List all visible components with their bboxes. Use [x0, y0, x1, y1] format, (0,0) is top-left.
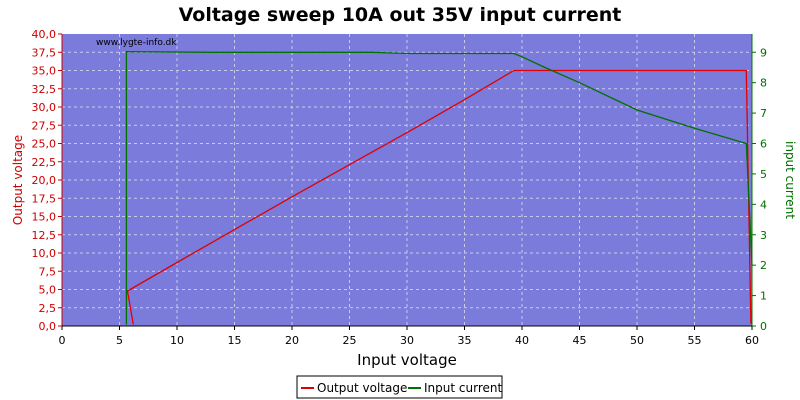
y-right-tick-label: 8: [760, 77, 767, 90]
x-tick-label: 10: [170, 334, 184, 347]
legend-box: [296, 375, 503, 399]
y-left-tick-label: 20,0: [32, 174, 57, 187]
y-left-tick-label: 27,5: [32, 119, 57, 132]
y-left-tick-label: 30,0: [32, 101, 57, 114]
series-line-output-voltage: [126, 69, 752, 325]
x-tick-label: 30: [400, 334, 414, 347]
legend-label-input-current: Input current: [424, 381, 502, 395]
y-right-tick-label: 4: [760, 198, 767, 211]
x-tick-label: 40: [515, 334, 529, 347]
y-right-tick-label: 5: [760, 168, 767, 181]
y-left-tick-label: 2,5: [39, 302, 57, 315]
x-tick-label: 45: [573, 334, 587, 347]
x-axis-title: Input voltage: [357, 351, 457, 369]
y-left-tick-label: 22,5: [32, 156, 57, 169]
grid-lines: [62, 34, 752, 326]
y-right-tick-label: 0: [760, 320, 767, 333]
x-tick-label: 20: [285, 334, 299, 347]
series-lines: [125, 50, 753, 325]
y-right-tick-label: 7: [760, 107, 767, 120]
x-tick-label: 35: [458, 334, 472, 347]
y-left-tick-label: 25,0: [32, 138, 57, 151]
x-tick-label: 5: [116, 334, 123, 347]
y-right-tick-label: 9: [760, 46, 767, 59]
legend: Output voltage Input current: [296, 375, 503, 399]
y-left-tick-label: 17,5: [32, 192, 57, 205]
y-right-tick-label: 3: [760, 229, 767, 242]
y-left-tick-label: 35,0: [32, 65, 57, 78]
y-left-tick-label: 5,0: [39, 284, 57, 297]
y-right-tick-label: 2: [760, 259, 767, 272]
y-left-tick-label: 37,5: [32, 46, 57, 59]
y-left-tick-label: 10,0: [32, 247, 57, 260]
x-tick-label: 55: [688, 334, 702, 347]
axes: 0 5 10 15 20 25 30 35 40 45 50 55 600,02,55,07,510,0…: [32, 28, 768, 347]
y-right-tick-label: 6: [760, 138, 767, 151]
y-left-tick-label: 15,0: [32, 211, 57, 224]
chart-title: Voltage sweep 10A out 35V input current: [179, 4, 622, 26]
y-left-tick-label: 40,0: [32, 28, 57, 41]
x-tick-label: 15: [228, 334, 242, 347]
y-left-tick-label: 12,5: [32, 229, 57, 242]
y-left-tick-label: 0,0: [39, 320, 57, 333]
x-tick-label: 60: [745, 334, 759, 347]
x-tick-label: 50: [630, 334, 644, 347]
y-axis-left-title: Output voltage: [11, 135, 25, 225]
y-right-tick-label: 1: [760, 290, 767, 303]
y-left-tick-label: 32,5: [32, 83, 57, 96]
y-left-tick-label: 7,5: [39, 265, 57, 278]
x-tick-label: 25: [343, 334, 357, 347]
y-axis-right-title: input current: [783, 141, 797, 219]
series-line-input-current: [125, 50, 753, 325]
legend-label-output-voltage: Output voltage: [317, 381, 407, 395]
x-tick-label: 0: [59, 334, 66, 347]
watermark-text: www.lygte-info.dk: [96, 38, 177, 48]
